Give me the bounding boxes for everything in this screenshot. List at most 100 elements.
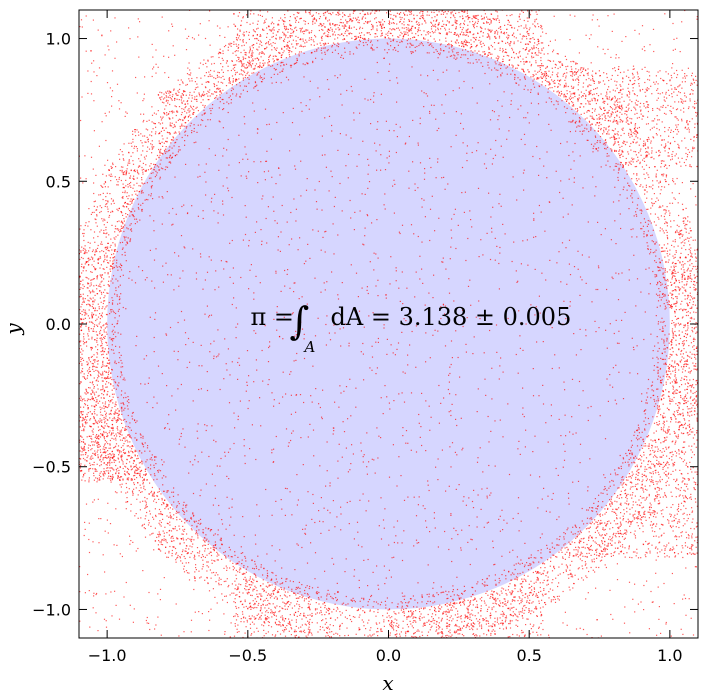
sample-point xyxy=(388,30,390,32)
sample-point xyxy=(111,467,113,469)
sample-point xyxy=(166,505,168,507)
sample-point xyxy=(267,593,270,595)
sample-point xyxy=(438,622,440,624)
sample-point xyxy=(675,380,677,382)
sample-point xyxy=(407,605,409,607)
sample-point xyxy=(93,266,95,268)
sample-point xyxy=(362,10,364,12)
sample-point xyxy=(101,377,103,379)
sample-point xyxy=(533,624,535,626)
sample-point xyxy=(226,601,228,604)
sample-point xyxy=(529,623,531,625)
sample-point xyxy=(448,43,450,45)
sample-point xyxy=(181,562,184,564)
sample-point xyxy=(480,43,482,45)
sample-point xyxy=(534,52,537,54)
sample-point xyxy=(514,614,517,616)
sample-point xyxy=(520,41,522,43)
sample-point xyxy=(673,519,675,521)
sample-point xyxy=(686,376,688,378)
sample-point xyxy=(620,524,622,526)
sample-point xyxy=(489,18,491,20)
sample-point xyxy=(524,61,527,63)
sample-point xyxy=(525,73,527,76)
sample-point xyxy=(646,89,648,91)
sample-point xyxy=(120,211,122,213)
sample-point xyxy=(628,465,630,467)
sample-point xyxy=(616,138,618,140)
sample-point xyxy=(692,78,694,80)
sample-point xyxy=(646,496,648,498)
sample-point xyxy=(691,385,693,387)
sample-point xyxy=(692,467,694,469)
sample-point xyxy=(650,514,652,516)
sample-point xyxy=(158,148,160,151)
sample-point xyxy=(675,487,677,489)
sample-point xyxy=(677,437,679,439)
sample-point xyxy=(444,29,447,31)
sample-point xyxy=(524,634,526,636)
sample-point xyxy=(124,202,126,204)
sample-point xyxy=(295,621,297,623)
sample-point xyxy=(615,84,617,86)
sample-point xyxy=(688,445,690,447)
sample-point xyxy=(639,527,641,530)
sample-point xyxy=(515,624,517,626)
sample-point xyxy=(246,585,248,588)
sample-point xyxy=(637,474,639,476)
sample-point xyxy=(159,541,161,543)
sample-point xyxy=(668,477,670,479)
sample-point xyxy=(101,280,103,282)
sample-point xyxy=(635,154,637,156)
sample-point xyxy=(658,218,660,220)
sample-point xyxy=(181,123,183,125)
sample-point xyxy=(637,137,639,139)
sample-point xyxy=(301,584,303,586)
sample-point xyxy=(668,396,670,398)
sample-point xyxy=(521,598,523,600)
sample-point xyxy=(619,551,622,553)
sample-point xyxy=(309,618,311,621)
sample-point xyxy=(687,154,689,156)
sample-point xyxy=(517,620,519,622)
sample-point xyxy=(110,309,112,311)
sample-point xyxy=(351,641,352,642)
sample-point xyxy=(458,616,460,618)
sample-point xyxy=(617,176,619,179)
sample-point xyxy=(696,522,698,524)
sample-point xyxy=(635,99,637,101)
sample-point xyxy=(474,598,476,600)
sample-point xyxy=(676,544,678,547)
sample-point xyxy=(444,27,446,29)
sample-point xyxy=(300,630,302,632)
sample-point xyxy=(256,38,258,40)
sample-point xyxy=(684,242,686,244)
sample-point xyxy=(110,434,112,436)
sample-point xyxy=(86,456,88,459)
sample-point xyxy=(286,44,288,46)
sample-point xyxy=(413,632,415,634)
sample-point xyxy=(92,365,94,367)
sample-point xyxy=(592,569,594,571)
sample-point xyxy=(83,445,85,448)
sample-point xyxy=(694,365,696,367)
sample-point xyxy=(134,470,136,472)
sample-point xyxy=(397,36,399,38)
sample-point xyxy=(423,37,425,39)
sample-point xyxy=(376,623,378,625)
sample-point xyxy=(674,256,676,258)
sample-point xyxy=(278,624,280,626)
sample-point xyxy=(648,542,650,544)
sample-point xyxy=(98,421,101,423)
sample-point xyxy=(114,317,116,319)
sample-point xyxy=(130,450,132,452)
sample-point xyxy=(578,541,580,543)
sample-point xyxy=(542,628,544,631)
sample-point xyxy=(154,475,156,477)
sample-point xyxy=(673,220,675,222)
sample-point xyxy=(333,24,335,26)
sample-point xyxy=(587,68,589,70)
sample-point xyxy=(115,445,117,447)
sample-point xyxy=(689,264,691,266)
sample-point xyxy=(168,117,170,119)
